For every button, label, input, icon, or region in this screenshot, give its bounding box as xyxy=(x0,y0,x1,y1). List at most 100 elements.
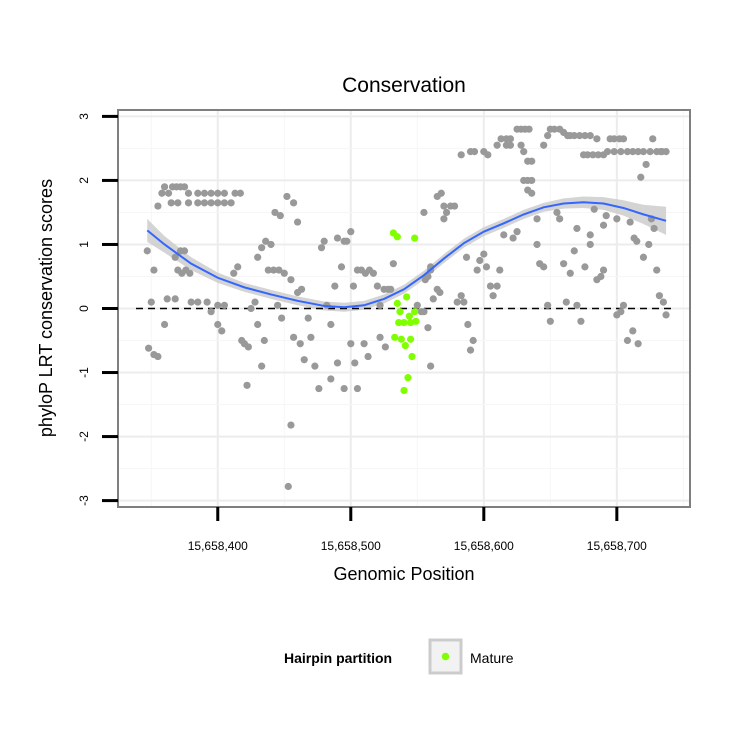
point-other xyxy=(629,148,637,156)
point-other xyxy=(194,199,202,207)
point-other xyxy=(340,384,348,393)
legend-key-mature xyxy=(441,652,450,661)
legend-label-mature: Mature xyxy=(470,650,514,666)
point-other xyxy=(466,346,475,354)
point-other xyxy=(575,132,584,140)
y-tick-label: 0 xyxy=(77,305,91,312)
smooth-line xyxy=(146,201,667,309)
point-other xyxy=(570,247,578,255)
point-other xyxy=(496,266,504,274)
point-other xyxy=(610,135,618,143)
point-other xyxy=(300,356,308,364)
point-other xyxy=(442,208,451,217)
point-mature xyxy=(403,293,411,301)
confidence-band xyxy=(147,196,667,312)
point-mature xyxy=(395,318,403,327)
point-other xyxy=(271,208,279,217)
point-other xyxy=(550,125,558,133)
point-other xyxy=(589,151,597,159)
point-other xyxy=(244,343,252,351)
point-mature xyxy=(401,342,409,350)
y-axis: -3 -2 -1 0 1 2 3 xyxy=(77,113,118,506)
point-other xyxy=(528,189,536,197)
point-mature xyxy=(404,374,412,382)
point-other xyxy=(473,266,481,274)
chart-title: Conservation xyxy=(342,74,466,97)
point-other xyxy=(633,237,641,245)
point-other xyxy=(174,199,182,207)
point-other xyxy=(187,298,195,306)
point-other xyxy=(160,183,169,191)
point-other xyxy=(509,234,517,242)
point-other xyxy=(315,384,323,393)
point-other xyxy=(650,224,658,233)
point-other xyxy=(437,189,445,197)
point-other xyxy=(460,298,468,306)
point-other xyxy=(486,282,495,290)
point-mature xyxy=(393,233,401,241)
point-mature xyxy=(412,317,420,325)
legend: Hairpin partition Mature xyxy=(284,638,514,675)
point-other xyxy=(484,151,492,159)
point-other xyxy=(251,298,259,306)
point-other xyxy=(528,176,536,185)
point-other xyxy=(218,327,226,335)
point-other xyxy=(653,266,661,274)
point-other xyxy=(381,343,389,351)
point-other xyxy=(476,256,484,265)
point-other xyxy=(230,269,238,277)
point-other xyxy=(517,141,525,149)
point-other xyxy=(599,266,608,274)
point-other xyxy=(566,269,574,277)
point-other xyxy=(254,320,262,329)
point-other xyxy=(171,295,179,303)
point-other xyxy=(420,208,428,217)
point-other xyxy=(184,189,193,197)
point-other xyxy=(369,269,378,277)
point-other xyxy=(623,148,632,156)
point-other xyxy=(220,199,229,207)
point-other xyxy=(258,362,266,370)
point-other xyxy=(289,333,298,341)
point-other xyxy=(577,317,585,325)
point-other xyxy=(220,189,229,197)
point-other xyxy=(573,301,581,309)
point-other xyxy=(590,205,598,213)
point-other xyxy=(506,141,515,149)
point-other xyxy=(528,157,536,165)
point-other xyxy=(164,189,173,197)
point-other xyxy=(317,244,326,252)
point-other xyxy=(429,295,437,303)
y-tick-label: 2 xyxy=(77,177,91,184)
point-other xyxy=(293,218,302,226)
point-other xyxy=(540,141,548,149)
point-other xyxy=(634,148,642,156)
point-other xyxy=(450,202,459,210)
point-mature xyxy=(400,386,408,395)
x-tick-label: 15,658,700 xyxy=(587,539,647,553)
point-other xyxy=(570,132,578,140)
point-other xyxy=(480,250,488,258)
point-other xyxy=(440,202,448,210)
point-other xyxy=(158,189,166,197)
point-other xyxy=(500,231,508,239)
point-other xyxy=(655,292,664,300)
point-other xyxy=(280,269,288,277)
point-other xyxy=(626,218,634,226)
point-other xyxy=(533,215,541,223)
point-other xyxy=(264,266,272,274)
point-other xyxy=(520,148,528,156)
point-other xyxy=(457,151,465,159)
point-other xyxy=(194,189,202,197)
point-other xyxy=(617,148,625,156)
point-other xyxy=(327,375,335,383)
x-tick-label: 15,658,600 xyxy=(454,539,514,553)
point-other xyxy=(583,151,592,159)
point-other xyxy=(599,151,608,159)
point-other xyxy=(150,266,158,274)
point-other xyxy=(343,237,351,245)
point-other xyxy=(424,324,432,332)
point-other xyxy=(337,263,346,271)
point-other xyxy=(270,266,278,274)
point-other xyxy=(586,132,594,140)
